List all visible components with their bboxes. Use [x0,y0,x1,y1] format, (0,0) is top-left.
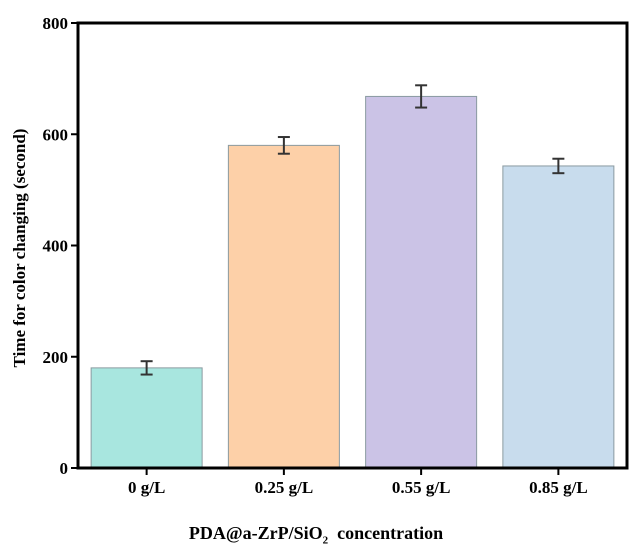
x-tick-label: 0.85 g/L [529,478,588,497]
y-axis-title: Time for color changing (second) [10,129,29,368]
bar [227,144,340,469]
y-tick-label: 400 [43,237,69,256]
x-axis-ticks: 0 g/L 0.25 g/L 0.55 g/L 0.85 g/L [128,468,588,497]
y-tick-label: 800 [43,14,69,33]
error-bars-layer [140,84,565,376]
x-axis-title-tail: concentration [328,523,444,543]
x-axis-title-main: PDA@a-ZrP/SiO [188,523,323,543]
y-tick-label: 600 [43,125,69,144]
y-axis-ticks: 0 200 400 600 800 [43,14,78,478]
bar [502,165,615,469]
x-tick-label: 0 g/L [128,478,165,497]
bar [365,95,478,469]
bar [90,367,203,469]
x-tick-label: 0.55 g/L [392,478,451,497]
bars-layer [90,95,615,469]
x-tick-label: 0.25 g/L [255,478,314,497]
x-axis-title-subscript: 2 [322,534,329,547]
x-axis-title: PDA@a-ZrP/SiO2 concentration [0,523,632,547]
y-tick-label: 200 [43,348,69,367]
y-tick-label: 0 [60,459,69,478]
